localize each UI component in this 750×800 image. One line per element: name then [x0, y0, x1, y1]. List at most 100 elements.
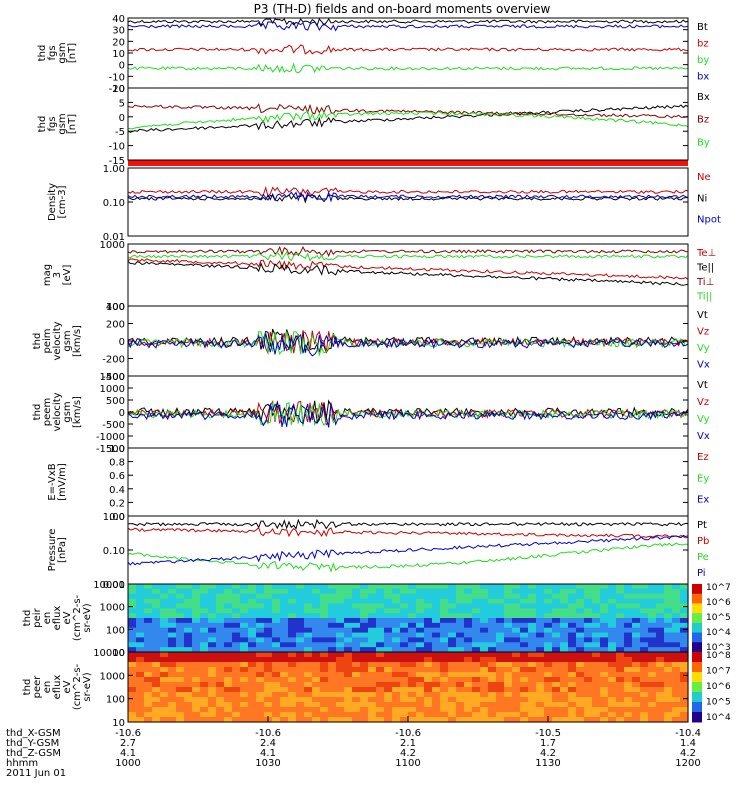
red-separator-bar	[128, 160, 688, 166]
legend-by: by	[697, 55, 709, 66]
spectrogram	[128, 652, 689, 723]
x-tick-value: 1200	[675, 758, 700, 769]
y-axis-label: gsm	[62, 330, 73, 351]
legend-Pe: Pe	[697, 552, 709, 563]
series-Pi	[127, 534, 689, 566]
colorbar-label: 10^6	[706, 682, 731, 692]
y-tick-label: 30	[112, 26, 125, 37]
x-tick-value: 4.1	[260, 748, 276, 759]
y-tick-label: -10	[109, 72, 125, 83]
legend-Pt: Pt	[697, 520, 707, 531]
y-tick-label: 0.6	[109, 471, 125, 482]
figure-title: P3 (TH-D) fields and on-board moments ov…	[254, 2, 551, 16]
legend-Vz: Vz	[697, 397, 709, 408]
panel-frame	[127, 87, 689, 161]
colorbar-label: 10^4	[706, 628, 731, 638]
y-tick-label: 10	[112, 84, 125, 95]
y-tick-label: 0	[119, 113, 125, 124]
x-tick-value: 4.1	[120, 748, 136, 759]
y-axis-label: Pressure	[47, 529, 58, 572]
colorbar: 10^8 10^7 10^6 10^5 10^4	[692, 651, 731, 723]
legend-Vz: Vz	[697, 327, 709, 338]
legend-bz: bz	[697, 39, 709, 50]
colorbar-label: 10^6	[706, 598, 731, 608]
series-Ti⊥	[127, 245, 689, 258]
panel-10: 10^8 10^7 10^6 10^5 10^4 10000 1000 100 10 thd pee…	[22, 648, 731, 729]
x-row-label: thd_Y-GSM	[6, 738, 59, 749]
y-axis-label: eflux	[52, 675, 63, 700]
legend-Ex: Ex	[697, 495, 709, 506]
y-tick-label: 0.01	[103, 232, 125, 243]
x-tick-value: 1.4	[680, 738, 696, 749]
y-tick-label: 200	[106, 320, 125, 331]
series-bx	[127, 21, 689, 32]
series-Ni	[127, 192, 689, 204]
y-axis-label: velocity	[52, 321, 63, 360]
legend-Te⊥: Te⊥	[696, 248, 716, 259]
y-axis-label: eflux	[52, 606, 63, 631]
y-axis-label: sr-eV)	[82, 672, 93, 701]
y-axis-label: peir	[32, 607, 43, 627]
series-Vx	[127, 402, 689, 428]
series-Ne	[127, 185, 689, 198]
y-axis-label: thd	[22, 610, 33, 627]
y-axis-label: fgs	[47, 116, 58, 131]
x-tick-value: 2.7	[120, 738, 136, 749]
colorbar-label: 10^4	[706, 713, 731, 723]
y-axis-label: [km/s]	[72, 325, 83, 357]
legend-Vy: Vy	[697, 343, 710, 354]
y-axis-label: [eV]	[62, 265, 73, 286]
legend-bx: bx	[697, 72, 709, 83]
y-tick-label: 1000	[100, 603, 125, 614]
series-Pb	[127, 526, 689, 539]
y-axis-label: mag	[42, 264, 53, 286]
y-axis-label: E=-VxB	[47, 463, 58, 500]
y-tick-label: -1500	[96, 444, 125, 455]
y-tick-label: 1.0	[109, 444, 125, 455]
y-axis-label: en	[42, 612, 53, 625]
y-axis-label: thd	[22, 679, 33, 696]
y-axis-label: (cm^2-s-	[72, 594, 83, 641]
y-axis-label: peim	[42, 328, 53, 353]
y-tick-label: 5	[119, 98, 125, 109]
y-axis-label: en	[42, 681, 53, 694]
y-axis-label: [nPa]	[57, 537, 68, 563]
y-axis-label: thd	[32, 404, 43, 421]
y-axis-label: Density	[47, 183, 58, 221]
x-tick-value: -10.6	[115, 728, 141, 739]
legend-Te||: Te||	[696, 263, 714, 274]
y-tick-label: 400	[106, 302, 125, 313]
y-tick-label: 1000	[100, 671, 125, 682]
y-tick-label: 0.4	[109, 485, 125, 496]
y-tick-label: 10000	[93, 580, 125, 591]
y-axis-label: [nT]	[67, 43, 78, 63]
panel-frame	[127, 515, 689, 585]
y-axis-label: [nT]	[67, 114, 78, 134]
legend-Bt: Bt	[697, 22, 708, 33]
y-tick-label: 10	[112, 648, 125, 659]
y-tick-label: 0.10	[103, 198, 125, 209]
legend-Ey: Ey	[697, 473, 709, 484]
legend-Pb: Pb	[697, 536, 709, 547]
y-axis-label: eV	[62, 611, 73, 624]
y-tick-label: 40	[112, 14, 125, 25]
series-Bt	[127, 18, 689, 27]
y-tick-label: -5	[115, 127, 125, 138]
panel-frame	[127, 243, 689, 307]
y-tick-label: 0.01	[103, 580, 125, 591]
series-Vx	[127, 333, 689, 357]
legend-Ne: Ne	[697, 172, 711, 183]
x-tick-value: 4.2	[680, 748, 696, 759]
y-tick-label: 100	[106, 625, 125, 636]
colorbar-label: 10^5	[706, 613, 731, 623]
y-axis-label: velocity	[52, 392, 63, 431]
x-tick-value: 1030	[255, 758, 280, 769]
legend-Ti||: Ti||	[696, 292, 712, 303]
x-tick-value: -10.5	[535, 728, 561, 739]
y-axis-label: fgs	[47, 45, 58, 60]
legend-Vx: Vx	[697, 431, 710, 442]
series-Vz	[127, 400, 689, 426]
series-Vt	[127, 399, 689, 424]
y-tick-label: 0.0	[109, 512, 125, 523]
